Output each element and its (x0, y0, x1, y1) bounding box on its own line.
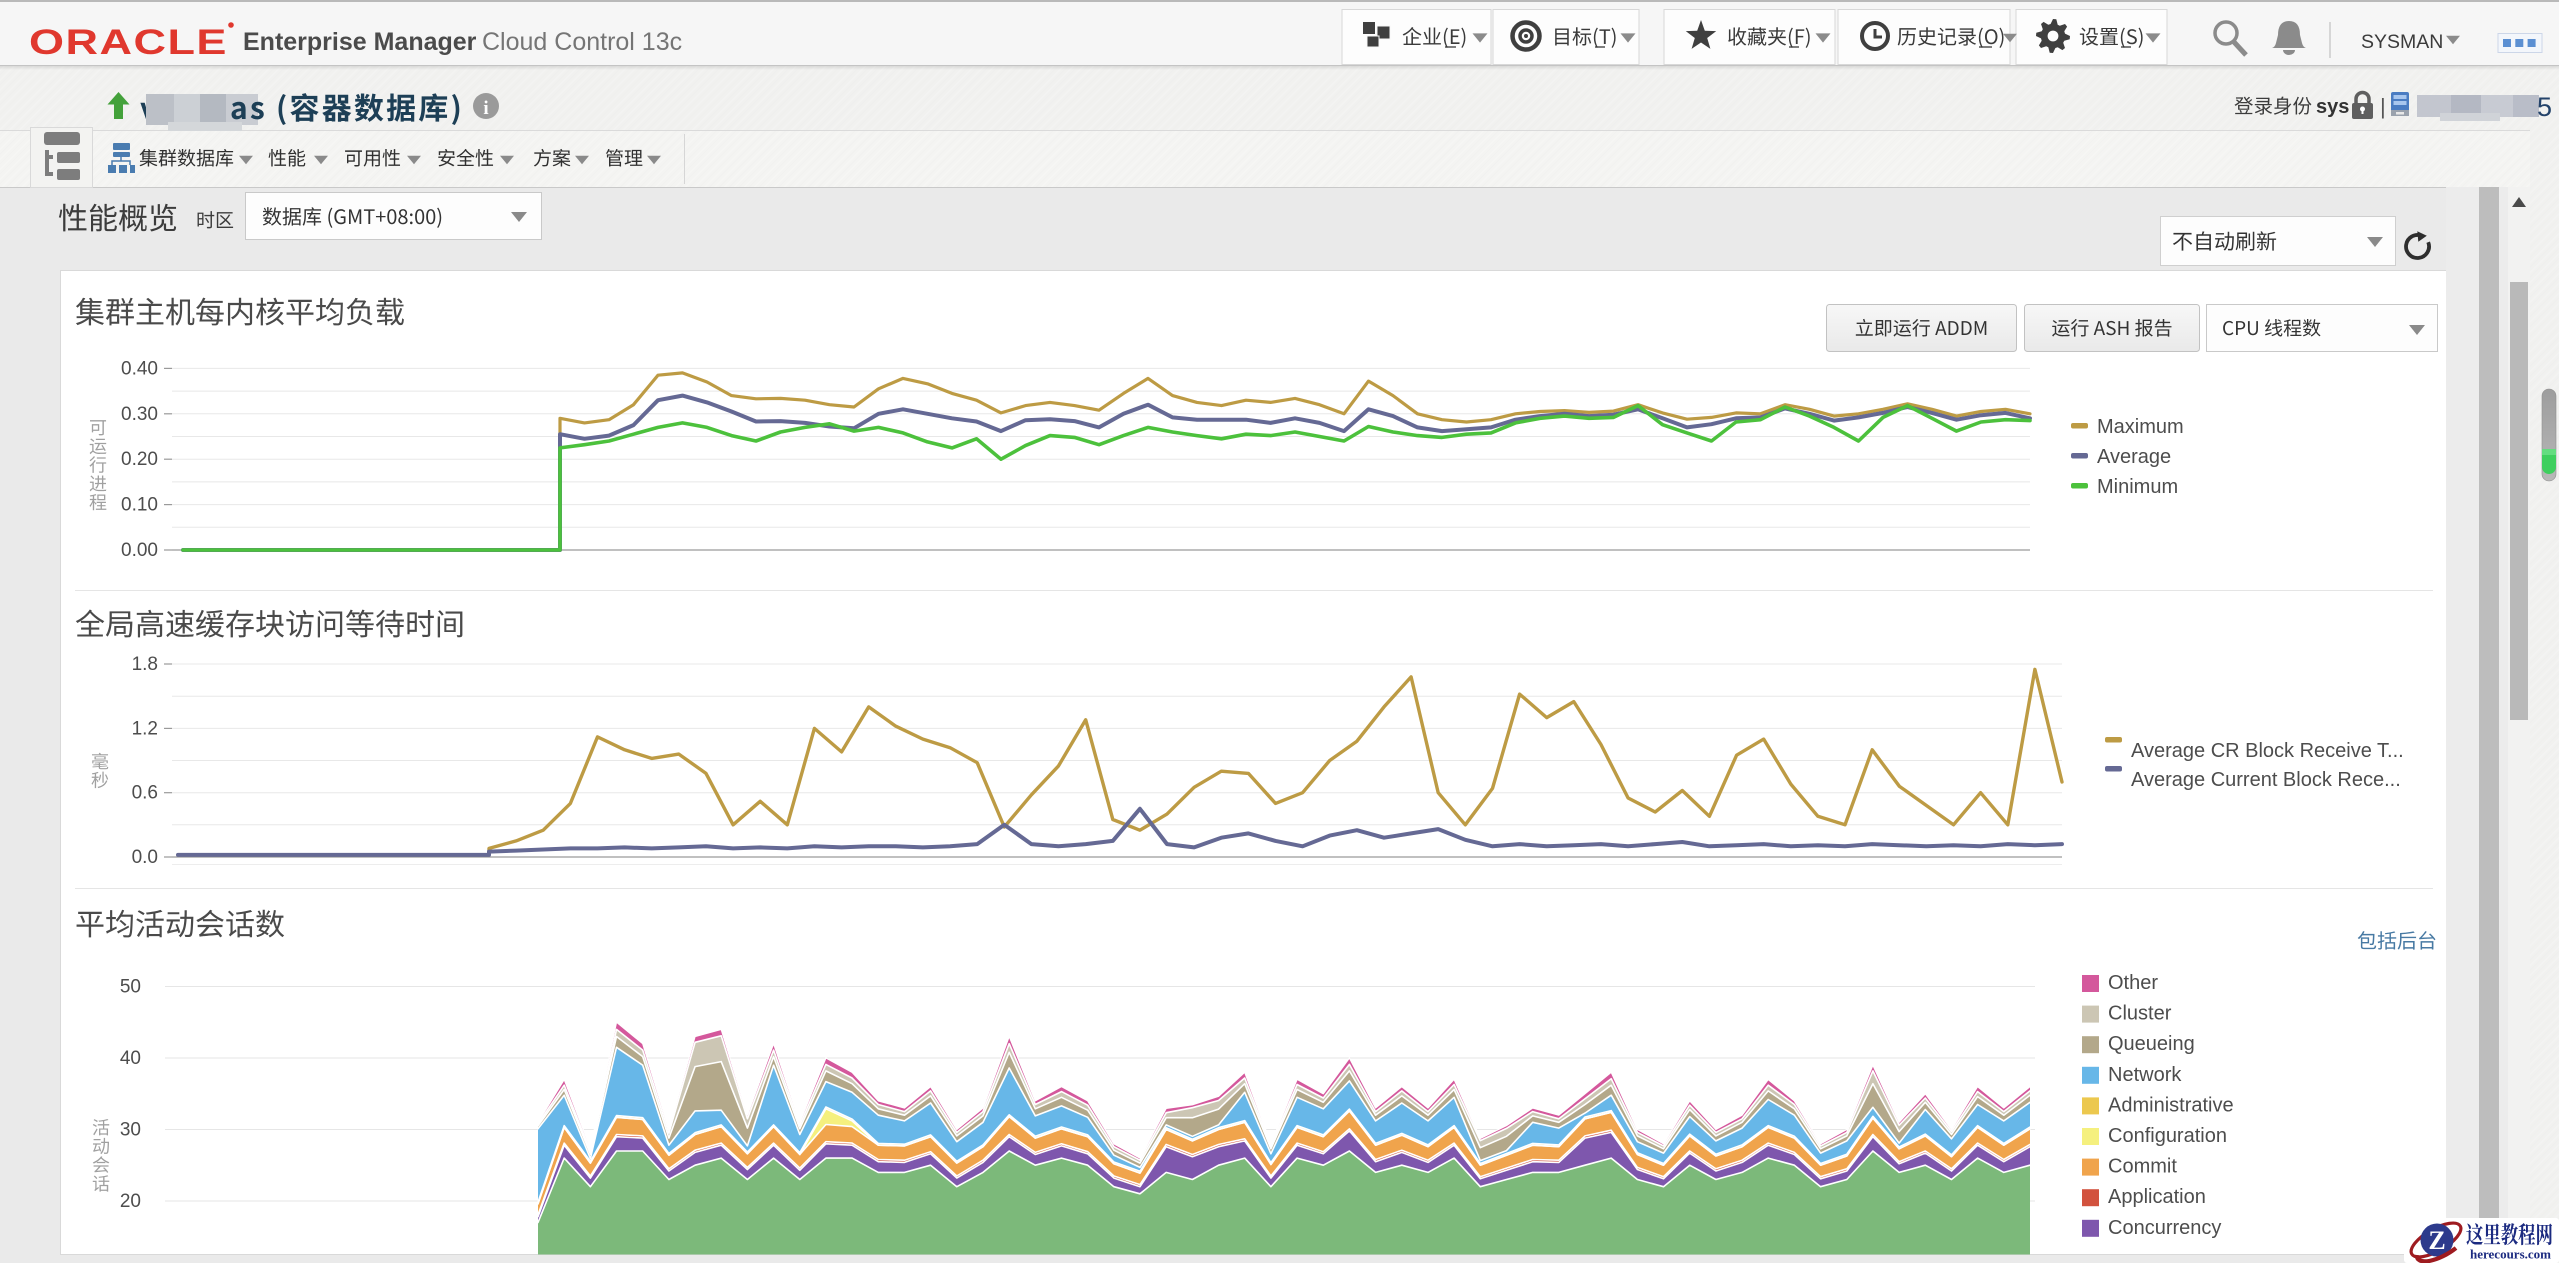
svg-text:Average: Average (2097, 446, 2171, 468)
svg-text:Cloud Control 13c: Cloud Control 13c (482, 28, 682, 56)
svg-text:Concurrency: Concurrency (2108, 1217, 2221, 1239)
svg-text:herecours.com: herecours.com (2470, 1247, 2551, 1262)
svg-text:0.00: 0.00 (121, 540, 158, 561)
svg-text:Average CR Block Receive T...: Average CR Block Receive T... (2131, 740, 2404, 762)
svg-text:Enterprise Manager: Enterprise Manager (243, 28, 477, 56)
svg-text:Cluster: Cluster (2108, 1003, 2172, 1025)
svg-text:Z: Z (2428, 1226, 2445, 1255)
svg-text:Average Current Block Rece...: Average Current Block Rece... (2131, 769, 2401, 791)
svg-text:0.30: 0.30 (121, 404, 158, 425)
svg-text:0.20: 0.20 (121, 449, 158, 470)
svg-text:0.10: 0.10 (121, 495, 158, 516)
svg-text:Administrative: Administrative (2108, 1094, 2234, 1116)
svg-text:Network: Network (2108, 1064, 2182, 1086)
svg-text:sys: sys (2316, 96, 2349, 118)
svg-text:50: 50 (120, 977, 141, 998)
svg-text:Configuration: Configuration (2108, 1125, 2227, 1147)
svg-text:|: | (2380, 94, 2386, 119)
svg-text:ORACLE: ORACLE (29, 22, 228, 62)
svg-text:5: 5 (2537, 92, 2552, 122)
svg-text:Queueing: Queueing (2108, 1033, 2195, 1055)
svg-text:20: 20 (120, 1191, 141, 1212)
svg-text:1.8: 1.8 (132, 654, 158, 675)
svg-text:40: 40 (120, 1048, 141, 1069)
svg-text:i: i (483, 98, 488, 119)
svg-text:Maximum: Maximum (2097, 416, 2184, 438)
svg-text:0.40: 0.40 (121, 358, 158, 379)
svg-text:Application: Application (2108, 1186, 2206, 1208)
svg-text:0.6: 0.6 (132, 783, 158, 804)
svg-text:SYSMAN: SYSMAN (2361, 31, 2443, 53)
svg-text:Commit: Commit (2108, 1156, 2177, 1178)
svg-text:Minimum: Minimum (2097, 476, 2178, 498)
svg-text:30: 30 (120, 1120, 141, 1141)
svg-text:Other: Other (2108, 972, 2158, 994)
svg-text:0.0: 0.0 (132, 847, 158, 868)
svg-text:1.2: 1.2 (132, 718, 158, 739)
